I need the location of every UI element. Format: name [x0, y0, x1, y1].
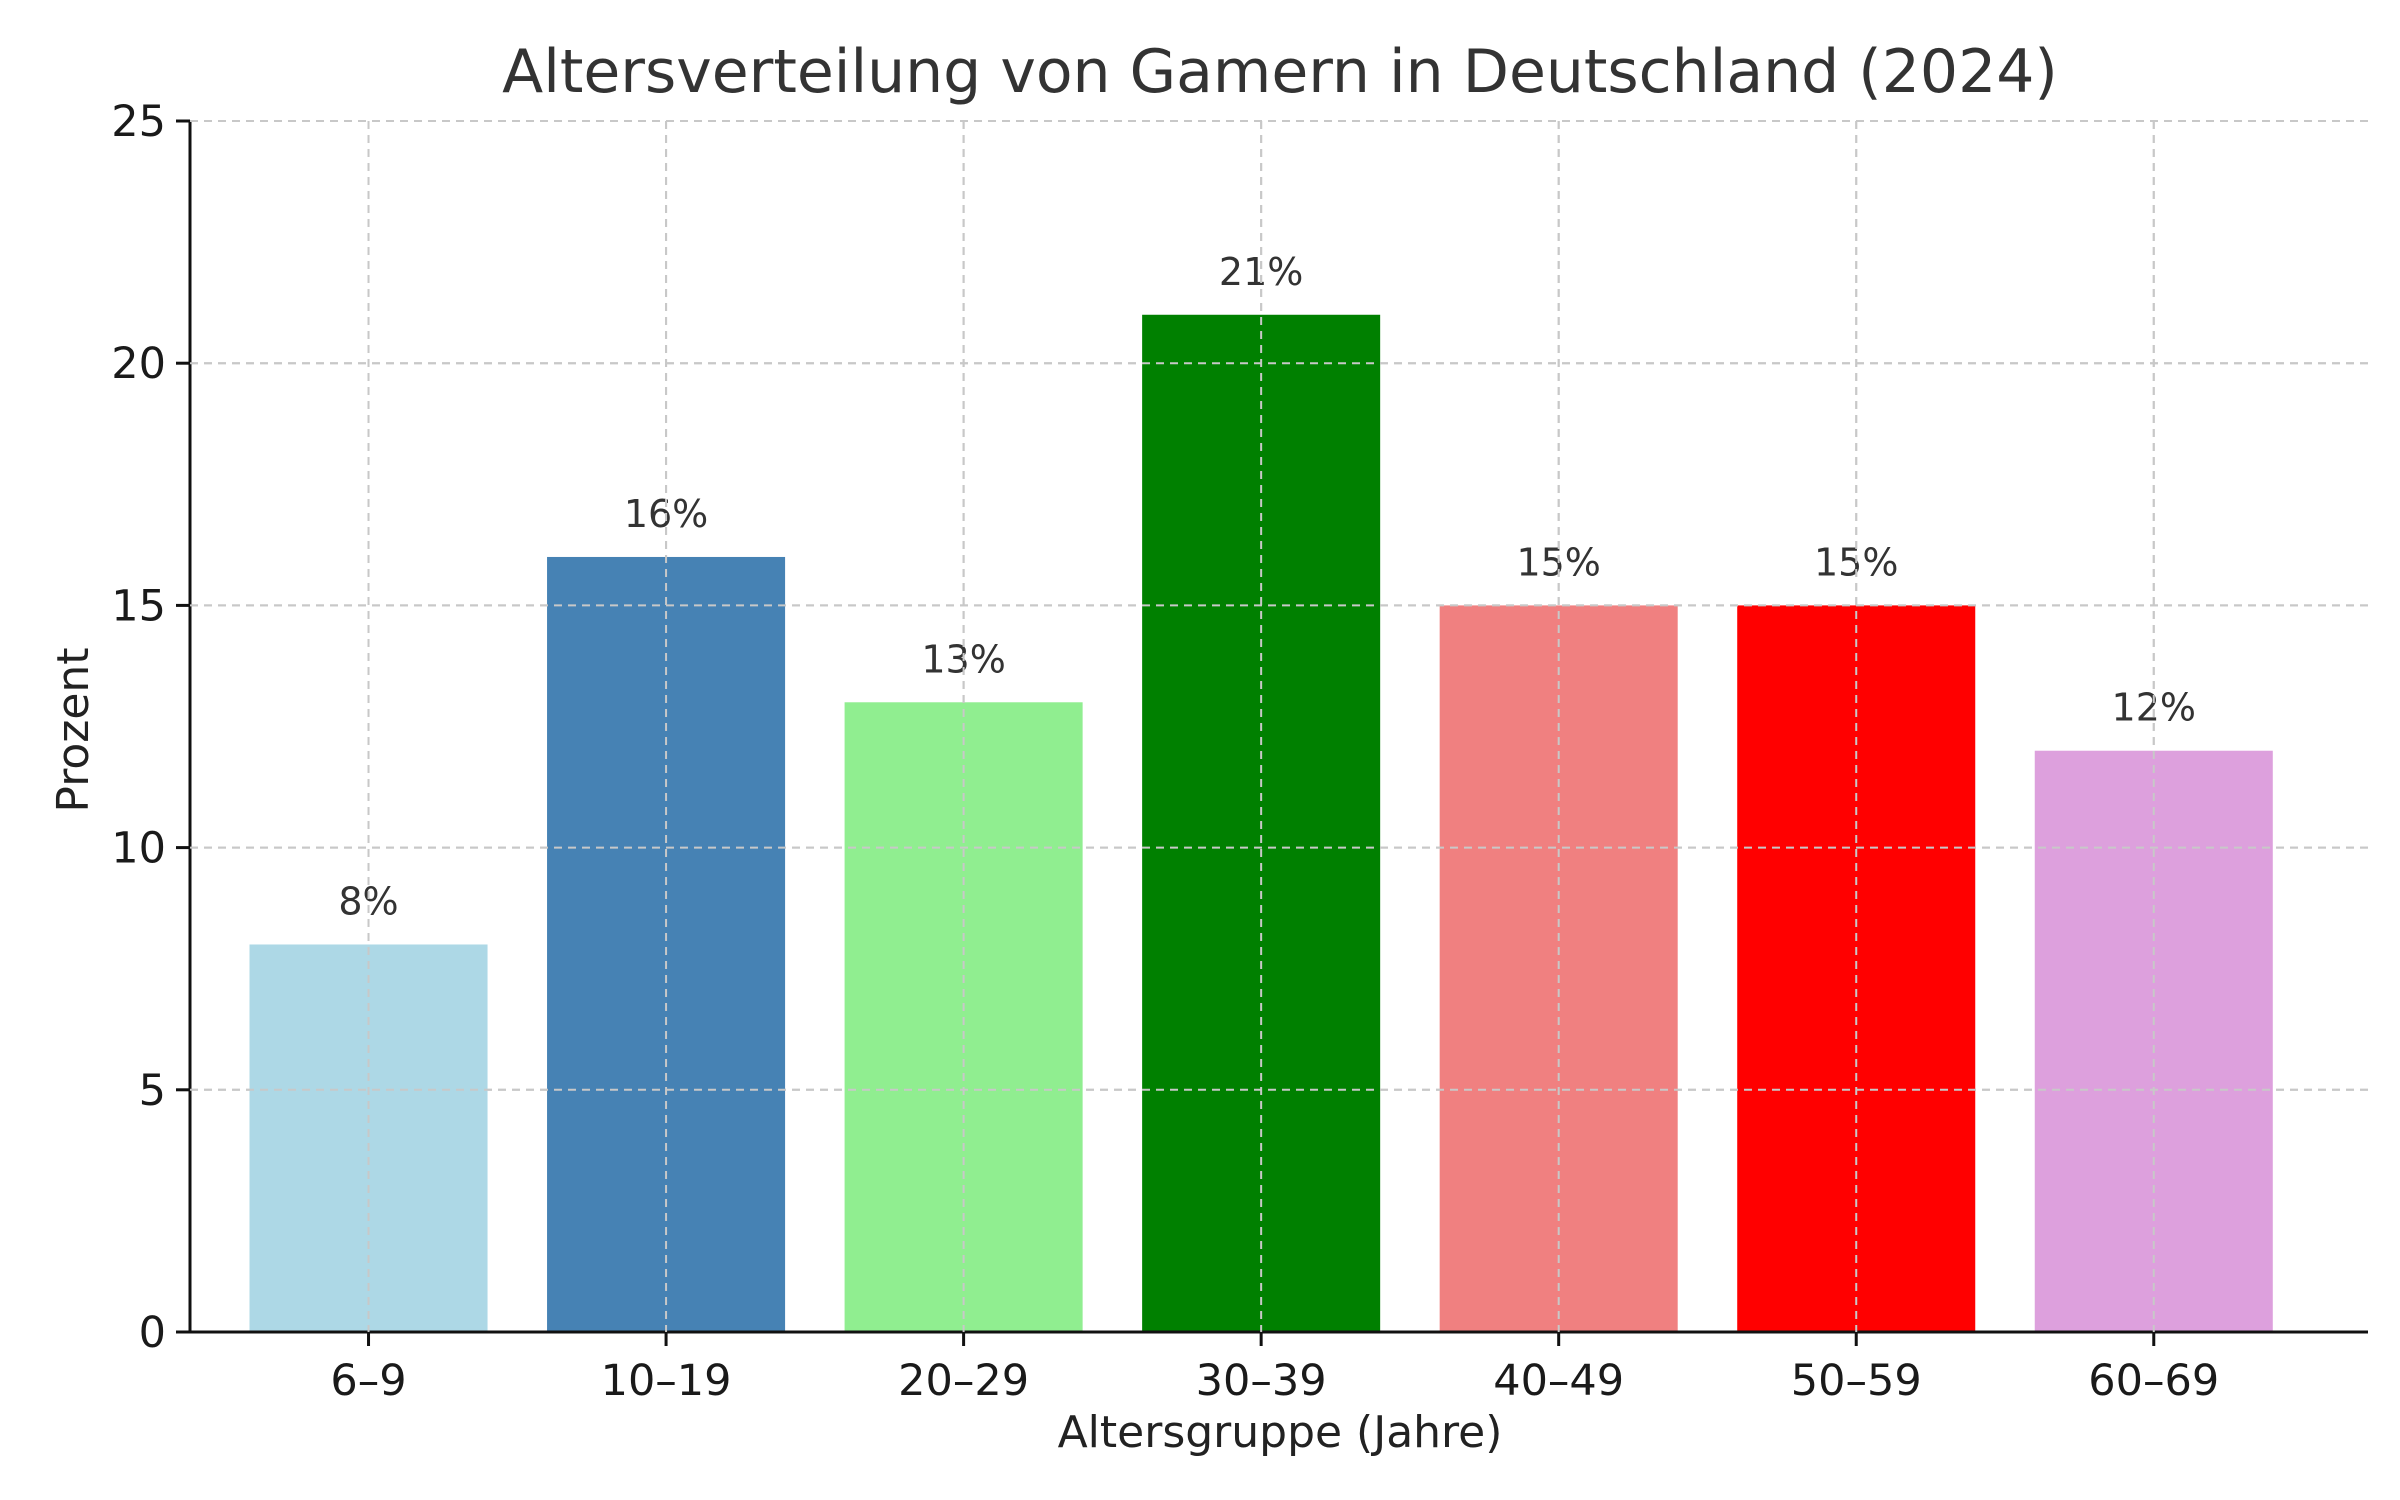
- axes: [188, 121, 2368, 1334]
- bar-value-label: 21%: [1219, 250, 1303, 294]
- y-tick-label: 10: [111, 824, 166, 874]
- x-tick-label: 6–9: [330, 1356, 406, 1406]
- x-tick-label: 40–49: [1493, 1356, 1624, 1406]
- y-tick-label: 15: [111, 581, 166, 631]
- y-tick-label: 25: [111, 97, 166, 147]
- y-axis-label: Prozent: [48, 647, 99, 812]
- data-labels: 8%16%13%21%15% 15%12%: [190, 120, 2368, 1332]
- bar-value-label: 12%: [2112, 686, 2196, 730]
- x-tick-label: 60–69: [2088, 1356, 2219, 1406]
- y-tick-label: 5: [139, 1066, 166, 1116]
- x-axis-label: Altersgruppe (Jahre): [1058, 1407, 1503, 1458]
- bar-value-label: 8%: [338, 879, 398, 923]
- ticks: 0 5 10 15 20 25 6–9 10–19 20–29 30–39 40–49 50–59 60…: [111, 97, 2219, 1406]
- x-tick-label: 50–59: [1791, 1356, 1922, 1406]
- x-tick-label: 30–39: [1196, 1356, 1327, 1406]
- x-tick-label: 20–29: [898, 1356, 1029, 1406]
- y-tick-label: 20: [111, 339, 166, 389]
- y-tick-label: 0: [139, 1308, 166, 1358]
- x-tick-label: 10–19: [601, 1356, 732, 1406]
- chart-title: Altersverteilung von Gamern in Deutschla…: [502, 37, 2058, 107]
